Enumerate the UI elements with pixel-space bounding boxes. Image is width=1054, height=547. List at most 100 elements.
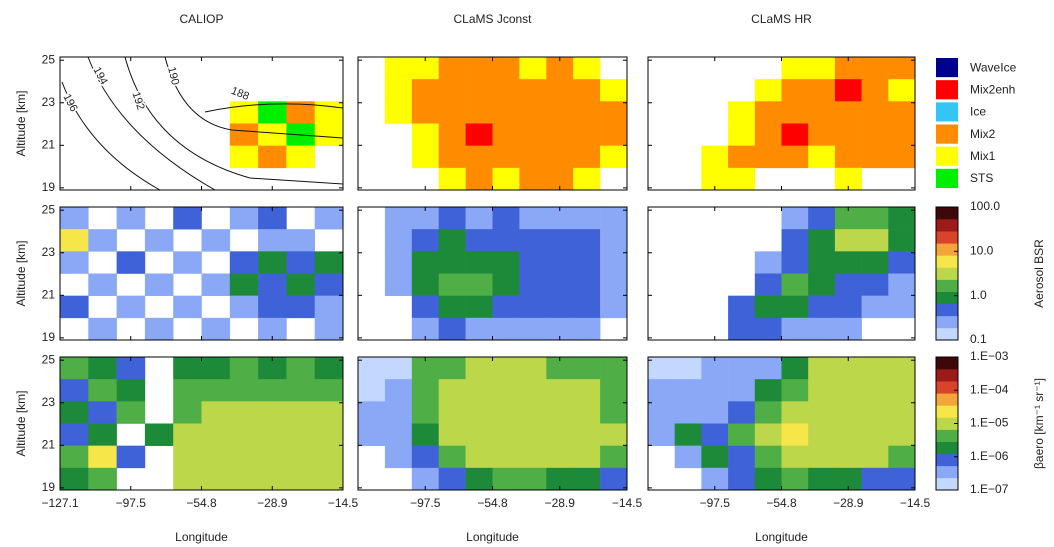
heat-cell: [888, 145, 916, 169]
heat-cell: [286, 229, 315, 252]
x-tick-label: −14.5: [900, 496, 931, 510]
heat-cell: [201, 273, 231, 296]
heat-cell: [546, 317, 574, 341]
colorbar-tick-label: 1.E−06: [970, 449, 1009, 463]
heat-cell: [861, 467, 889, 491]
heat-cell: [144, 317, 174, 341]
heat-cell: [834, 273, 862, 296]
heat-cell: [701, 379, 729, 402]
colorbar-step: [936, 303, 958, 317]
heat-cell: [411, 295, 439, 319]
heat-cell: [754, 123, 782, 146]
heat-cell: [465, 423, 493, 446]
heat-cell: [229, 445, 259, 469]
colorbar-step: [936, 291, 958, 305]
colorbar-tick-label: 1.0: [970, 288, 987, 302]
heat-cell: [492, 423, 520, 446]
heat-cell: [314, 357, 344, 380]
heat-cell: [411, 101, 439, 124]
heat-cell: [60, 357, 89, 380]
heat-cell: [781, 123, 809, 146]
heat-cell: [808, 379, 836, 402]
heat-cell: [229, 123, 259, 146]
heat-cell: [781, 145, 809, 169]
colorbar-step: [936, 381, 958, 394]
heat-cell: [754, 423, 782, 446]
heat-cell: [600, 207, 628, 230]
heat-cell: [834, 229, 862, 252]
heat-cell: [492, 101, 520, 124]
heat-cell: [492, 229, 520, 252]
y-tick-label: 25: [42, 352, 56, 366]
heat-cell: [808, 79, 836, 102]
heat-cell: [546, 101, 574, 124]
heat-cell: [258, 379, 287, 402]
column-title: CLaMS Jconst: [453, 12, 532, 26]
heat-cell: [728, 167, 756, 191]
heat-cell: [701, 401, 729, 424]
heat-cell: [573, 423, 601, 446]
heat-cell: [674, 445, 702, 469]
colorbar-step: [936, 255, 958, 268]
heat-cell: [258, 207, 287, 230]
heat-cell: [834, 57, 862, 80]
heat-cell: [358, 357, 386, 380]
heat-cell: [834, 467, 862, 491]
heat-cell: [573, 317, 601, 341]
heat-cell: [438, 167, 466, 191]
heat-cell: [492, 207, 520, 230]
heat-cell: [411, 207, 439, 230]
heat-cell: [465, 295, 493, 319]
heat-cell: [229, 467, 259, 491]
colorbar-step: [936, 429, 958, 442]
colorbar-step: [936, 441, 958, 455]
heat-cell: [229, 145, 259, 169]
heat-cell: [519, 79, 547, 102]
heat-cell: [861, 401, 889, 424]
heat-cell: [600, 123, 628, 146]
heat-cell: [728, 295, 756, 319]
heat-cell: [465, 401, 493, 424]
heat-cell: [465, 207, 493, 230]
heat-cell: [492, 317, 520, 341]
contour-line: [124, 56, 344, 185]
heat-cell: [492, 251, 520, 274]
heat-cell: [411, 79, 439, 102]
legend-label: Mix2: [970, 127, 996, 141]
colorbar-tick-label: 0.1: [970, 332, 987, 346]
heat-cell: [438, 467, 466, 491]
y-tick-label: 25: [42, 52, 56, 66]
heat-cell: [834, 423, 862, 446]
x-tick-label: −97.5: [410, 496, 441, 510]
heat-cell: [781, 79, 809, 102]
heat-cell: [384, 423, 413, 446]
heat-cell: [358, 423, 386, 446]
heat-cell: [465, 145, 493, 169]
heat-cell: [229, 251, 259, 274]
y-tick-label: 19: [42, 180, 56, 194]
colorbar-step: [936, 369, 958, 382]
heat-cell: [573, 207, 601, 230]
heat-cell: [173, 445, 202, 469]
heat-cell: [754, 467, 782, 491]
heat-cell: [314, 401, 344, 424]
heat-cell: [600, 251, 628, 274]
heat-cell: [384, 79, 413, 102]
heat-cell: [781, 251, 809, 274]
heat-cell: [834, 101, 862, 124]
heat-cell: [88, 357, 117, 380]
colorbar-frame: [935, 206, 959, 341]
heat-cell: [573, 357, 601, 380]
heat-cell: [519, 57, 547, 80]
heat-cell: [465, 167, 493, 191]
x-axis-label: Longitude: [755, 530, 808, 544]
heat-cell: [861, 251, 889, 274]
heat-cell: [754, 445, 782, 469]
heat-cell: [60, 423, 89, 446]
heat-cell: [384, 207, 413, 230]
heat-cell: [314, 379, 344, 402]
heat-cell: [384, 273, 413, 296]
heat-cell: [600, 101, 628, 124]
heat-cell: [861, 273, 889, 296]
heat-cell: [465, 123, 493, 146]
